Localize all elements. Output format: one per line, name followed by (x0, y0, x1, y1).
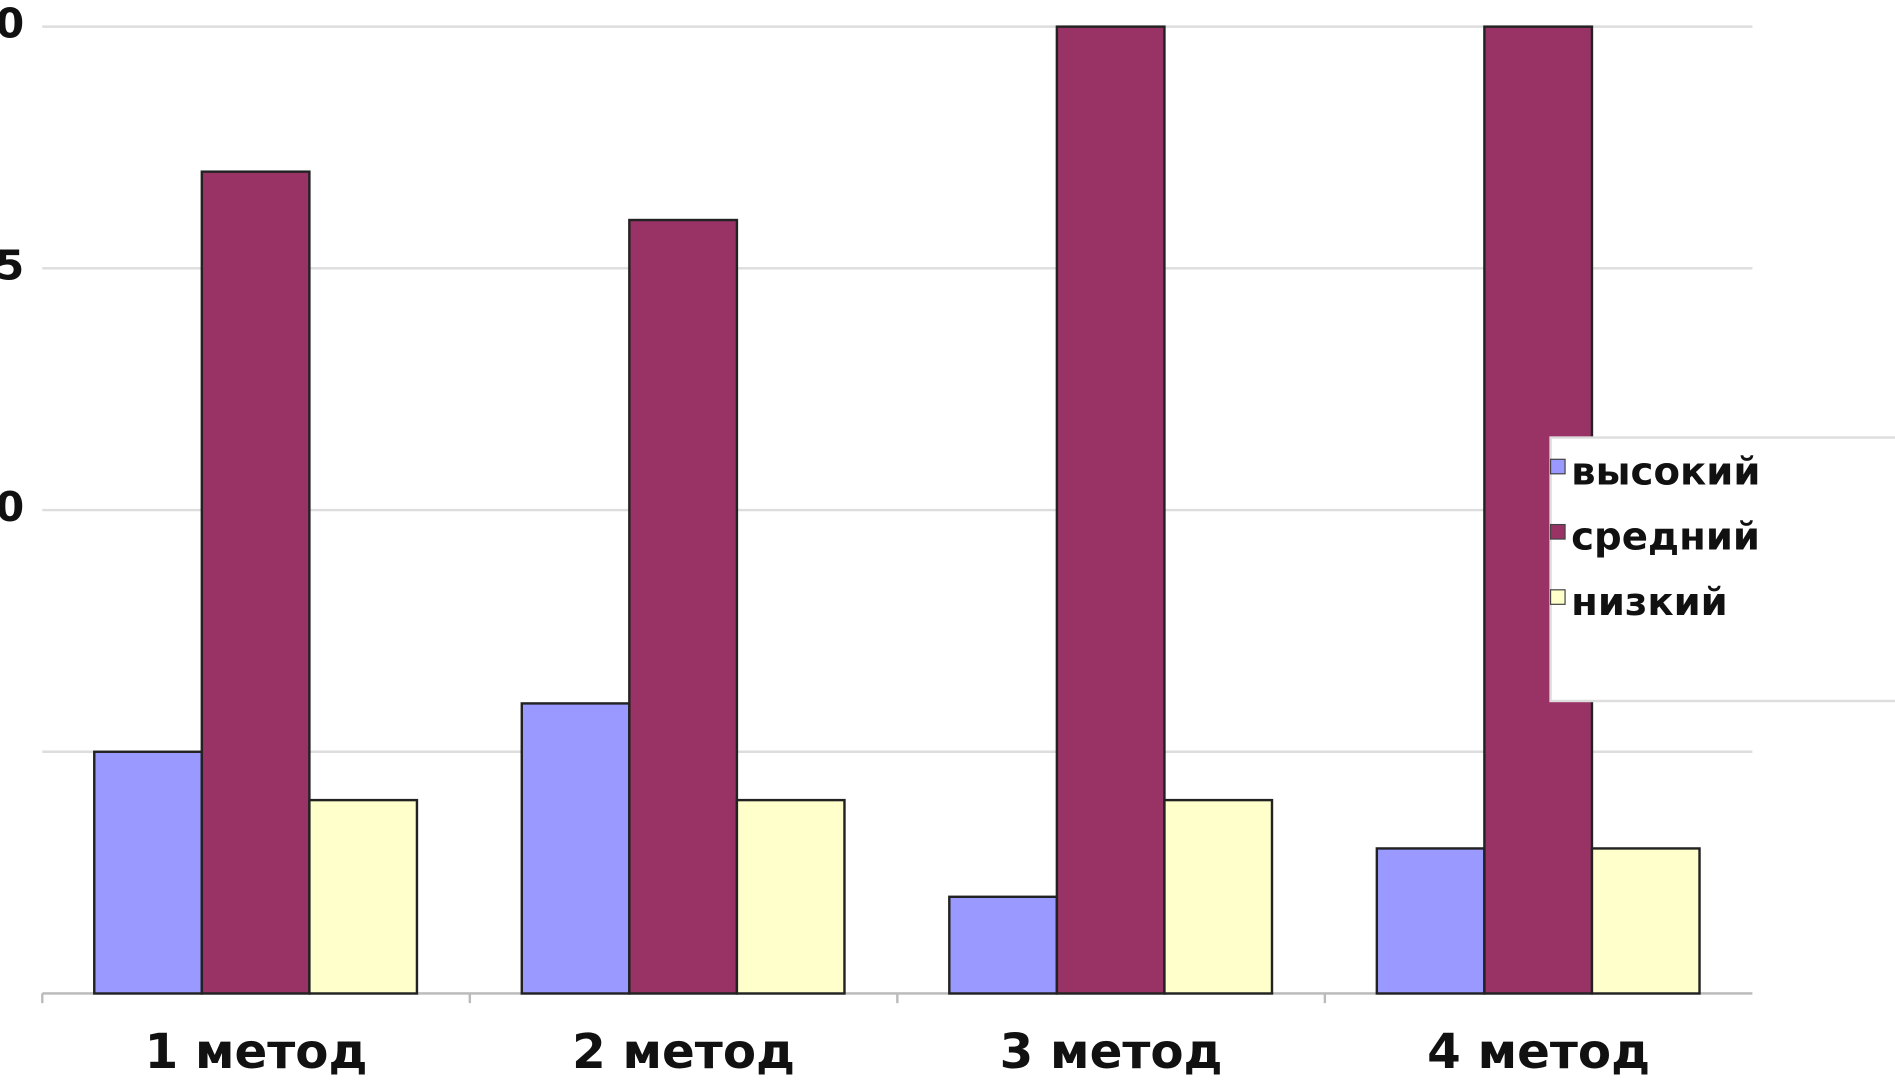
bar (200, 170, 311, 995)
y-tick-label: 0 (0, 0, 24, 48)
legend-marker (1549, 523, 1566, 540)
x-tick-label: 3 метод (1000, 1024, 1223, 1080)
legend-box (1549, 436, 1895, 703)
x-tick-label: 1 метод (145, 1024, 368, 1080)
bar (520, 702, 631, 995)
bar (948, 895, 1059, 995)
y-tick-label: 5 (0, 241, 24, 289)
bar (1590, 847, 1701, 995)
y-tick-label: 0 (0, 483, 24, 531)
x-tick-label: 4 метод (1427, 1024, 1650, 1080)
legend-label: высокий (1571, 449, 1760, 494)
legend-marker (1549, 589, 1566, 605)
bar (1055, 25, 1166, 995)
x-tick-label: 2 метод (572, 1024, 795, 1080)
bar (1375, 847, 1486, 995)
bar (1163, 798, 1274, 995)
legend-label: низкий (1571, 580, 1728, 625)
bar (308, 798, 419, 995)
bar (735, 798, 846, 995)
legend-marker (1549, 458, 1566, 475)
bar (628, 218, 739, 995)
bar (93, 750, 204, 995)
legend-label: средний (1571, 515, 1760, 560)
